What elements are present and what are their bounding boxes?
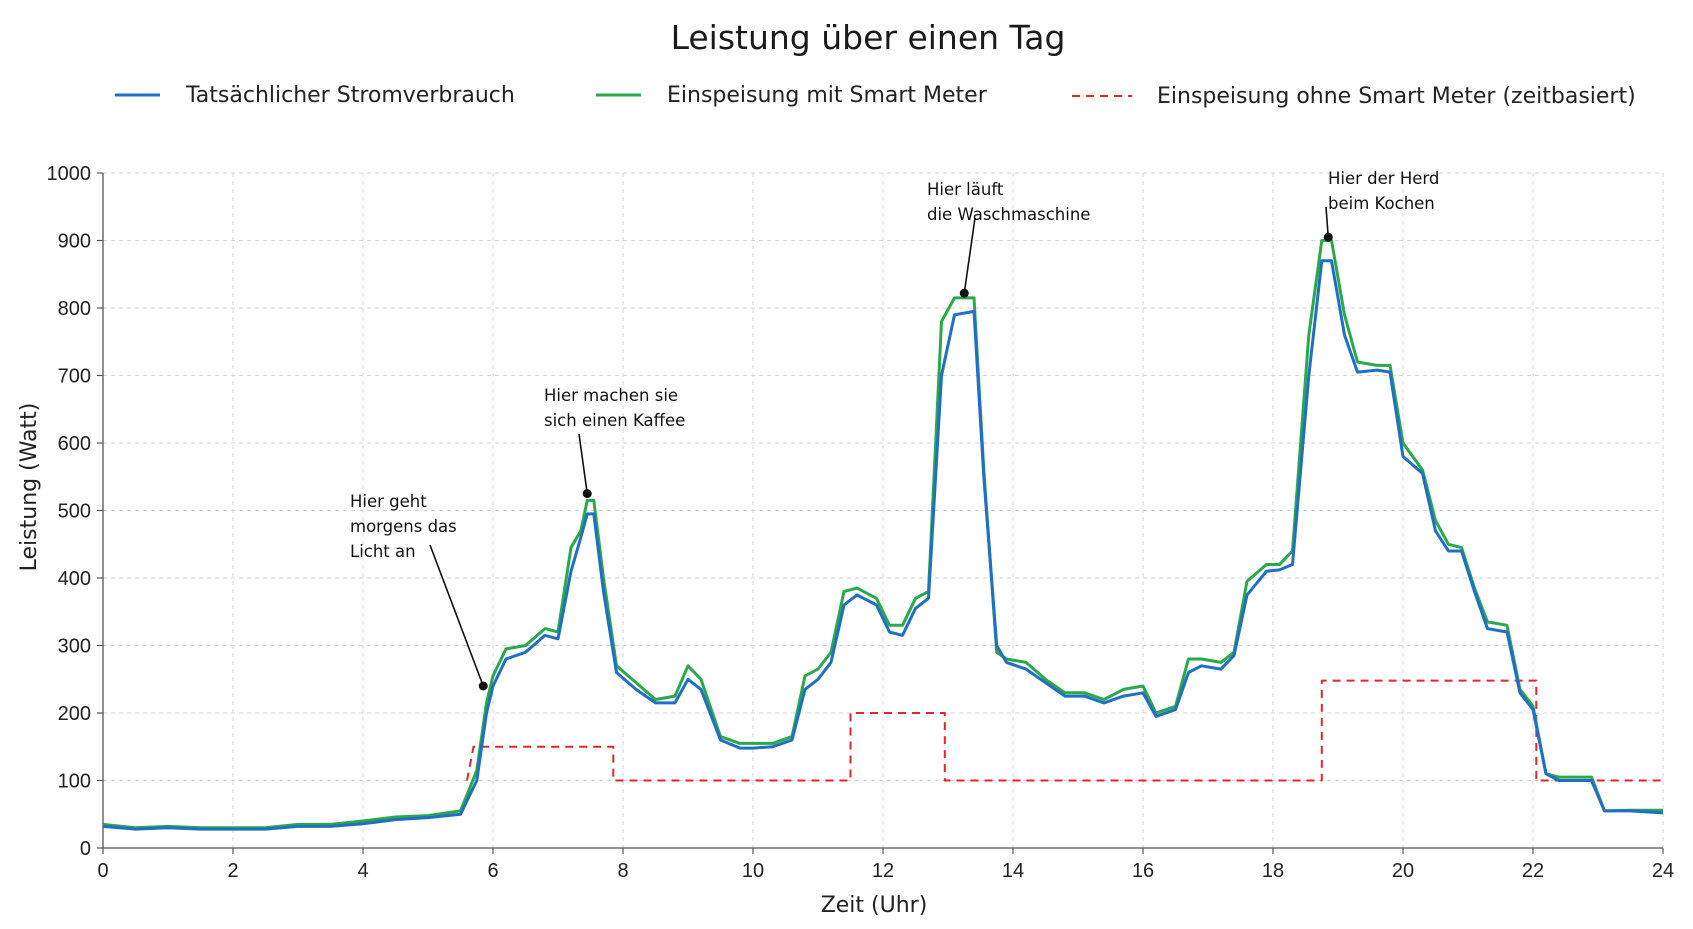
- series-group: [102, 239, 1664, 831]
- annotation-text: Hier machen sie sich einen Kaffee: [544, 386, 685, 430]
- annotation-line: Hier der Herd: [1328, 169, 1439, 188]
- legend-label-actual: Tatsächlicher Stromverbrauch: [185, 83, 515, 108]
- x-tick-label: 8: [617, 860, 628, 882]
- y-tick-label: 900: [58, 231, 91, 253]
- annotation-leader-line: [578, 433, 589, 494]
- gridlines: [103, 172, 1664, 848]
- y-tick-label: 600: [58, 433, 91, 455]
- annotation-line: Licht an: [350, 542, 416, 561]
- y-tick-label: 700: [58, 366, 91, 388]
- x-axis-label: Zeit (Uhr): [821, 893, 928, 918]
- annotations: Hier geht morgens das Licht an Hier machen …: [350, 169, 1439, 691]
- x-tick-label: 12: [872, 860, 894, 882]
- annotation-marker: [959, 288, 969, 298]
- annotation: Hier läuft die Waschmaschine: [927, 180, 1090, 298]
- annotation-leader-line: [1325, 206, 1330, 238]
- y-tick-label: 800: [58, 298, 91, 320]
- x-tick-label: 0: [97, 860, 108, 882]
- y-tick-label: 0: [80, 838, 91, 860]
- x-tick-label: 20: [1392, 860, 1414, 882]
- legend-item-smart: Einspeisung mit Smart Meter: [596, 83, 988, 108]
- x-tick-label: 4: [357, 860, 368, 882]
- annotation: Hier der Herd beim Kochen: [1323, 169, 1439, 242]
- annotation-line: die Waschmaschine: [927, 205, 1090, 224]
- annotation-line: morgens das: [350, 517, 457, 536]
- annotation-marker: [582, 489, 592, 499]
- annotation-marker: [1323, 232, 1333, 242]
- legend-item-timebased: Einspeisung ohne Smart Meter (zeitbasier…: [1072, 84, 1636, 109]
- x-tick-label: 14: [1002, 860, 1024, 882]
- annotation-text: Hier läuft die Waschmaschine: [927, 180, 1090, 224]
- y-tick-label: 1000: [47, 163, 92, 185]
- annotation-line: Hier läuft: [927, 180, 1004, 199]
- y-tick-label: 300: [58, 636, 91, 658]
- annotation-text: Hier geht morgens das Licht an: [350, 492, 457, 561]
- annotation-line: Hier machen sie: [544, 386, 678, 405]
- annotation-marker: [478, 681, 488, 691]
- annotation-line: beim Kochen: [1328, 194, 1435, 213]
- x-tick-label: 18: [1262, 860, 1284, 882]
- legend-item-actual: Tatsächlicher Stromverbrauch: [115, 83, 515, 108]
- chart-title: Leistung über einen Tag: [671, 18, 1066, 57]
- y-tick-label: 100: [58, 771, 91, 793]
- y-tick-label: 500: [58, 501, 91, 523]
- x-tick-label: 6: [487, 860, 498, 882]
- y-tick-label: 400: [58, 568, 91, 590]
- series-line-actual: [102, 259, 1664, 831]
- annotation: Hier machen sie sich einen Kaffee: [544, 386, 685, 499]
- annotation-line: sich einen Kaffee: [544, 411, 685, 430]
- annotation-leader-line: [963, 217, 976, 294]
- x-tick-label: 22: [1522, 860, 1544, 882]
- x-tick-label: 10: [742, 860, 764, 882]
- legend-label-timebased: Einspeisung ohne Smart Meter (zeitbasier…: [1157, 84, 1636, 109]
- annotation-text: Hier der Herd beim Kochen: [1328, 169, 1439, 213]
- legend: Tatsächlicher Stromverbrauch Einspeisung…: [115, 83, 1636, 109]
- legend-label-smart: Einspeisung mit Smart Meter: [667, 83, 988, 108]
- y-tick-label: 200: [58, 703, 91, 725]
- x-tick-label: 16: [1132, 860, 1154, 882]
- annotation-leader-line: [429, 544, 484, 687]
- annotation: Hier geht morgens das Licht an: [350, 492, 488, 691]
- x-tick-label: 2: [227, 860, 238, 882]
- x-tick-label: 24: [1652, 860, 1674, 882]
- series-line-smart-meter: [102, 239, 1663, 830]
- y-axis-label: Leistung (Watt): [17, 403, 42, 572]
- annotation-line: Hier geht: [350, 492, 427, 511]
